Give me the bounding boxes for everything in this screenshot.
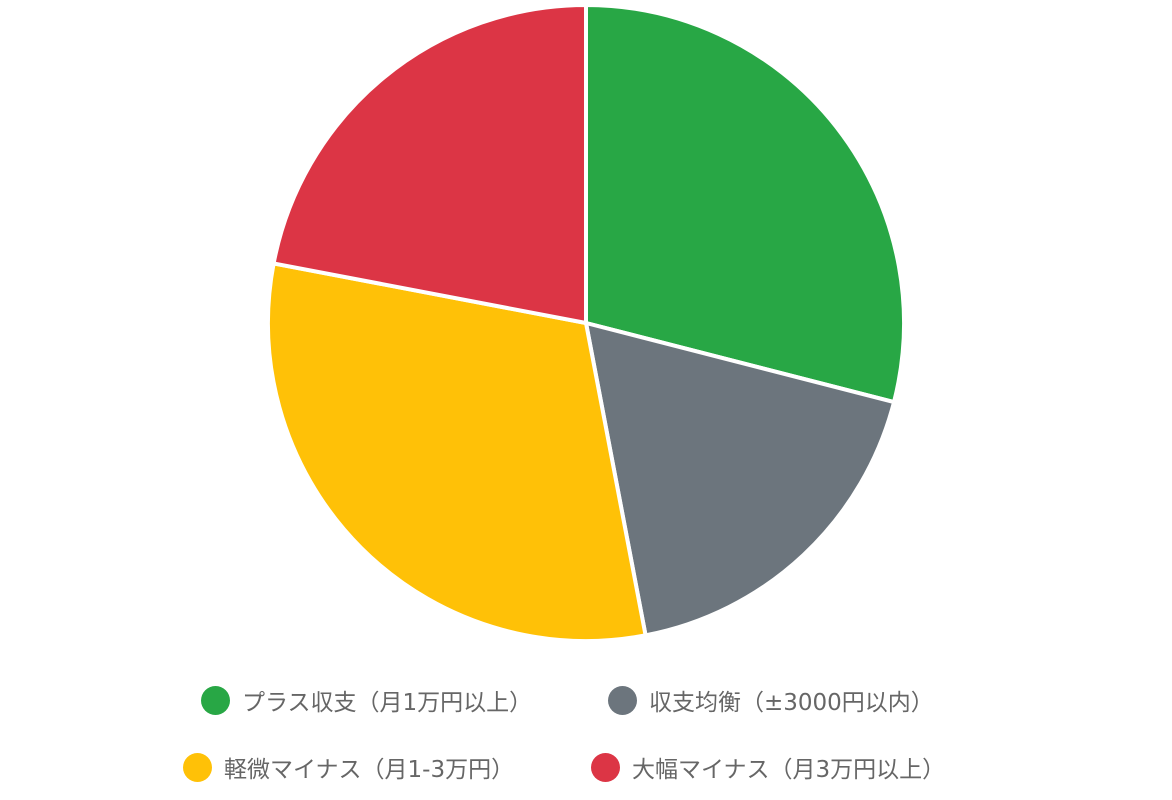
legend-label: 大幅マイナス（月3万円以上） <box>632 757 946 783</box>
pie-slice-2[interactable] <box>266 261 648 643</box>
pie-slice-0[interactable] <box>584 2 906 405</box>
legend-item-plus[interactable]: プラス収支（月1万円以上） <box>201 683 532 717</box>
legend-label: 収支均衡（±3000円以内） <box>649 690 934 716</box>
legend-swatch-yellow <box>183 752 212 782</box>
legend-label: 軽微マイナス（月1-3万円） <box>224 757 515 783</box>
pie-chart <box>266 2 906 643</box>
pie-slice-3[interactable] <box>271 2 588 326</box>
legend-item-balanced[interactable]: 収支均衡（±3000円以内） <box>608 683 934 717</box>
legend-swatch-green <box>201 685 230 715</box>
legend-label: プラス収支（月1万円以上） <box>242 690 533 716</box>
legend-swatch-gray <box>608 685 637 715</box>
pie-slice-1[interactable] <box>583 320 897 638</box>
legend-item-major-minus[interactable]: 大幅マイナス（月3万円以上） <box>591 750 945 784</box>
legend-swatch-red <box>591 752 620 782</box>
legend-item-minor-minus[interactable]: 軽微マイナス（月1-3万円） <box>183 750 514 784</box>
